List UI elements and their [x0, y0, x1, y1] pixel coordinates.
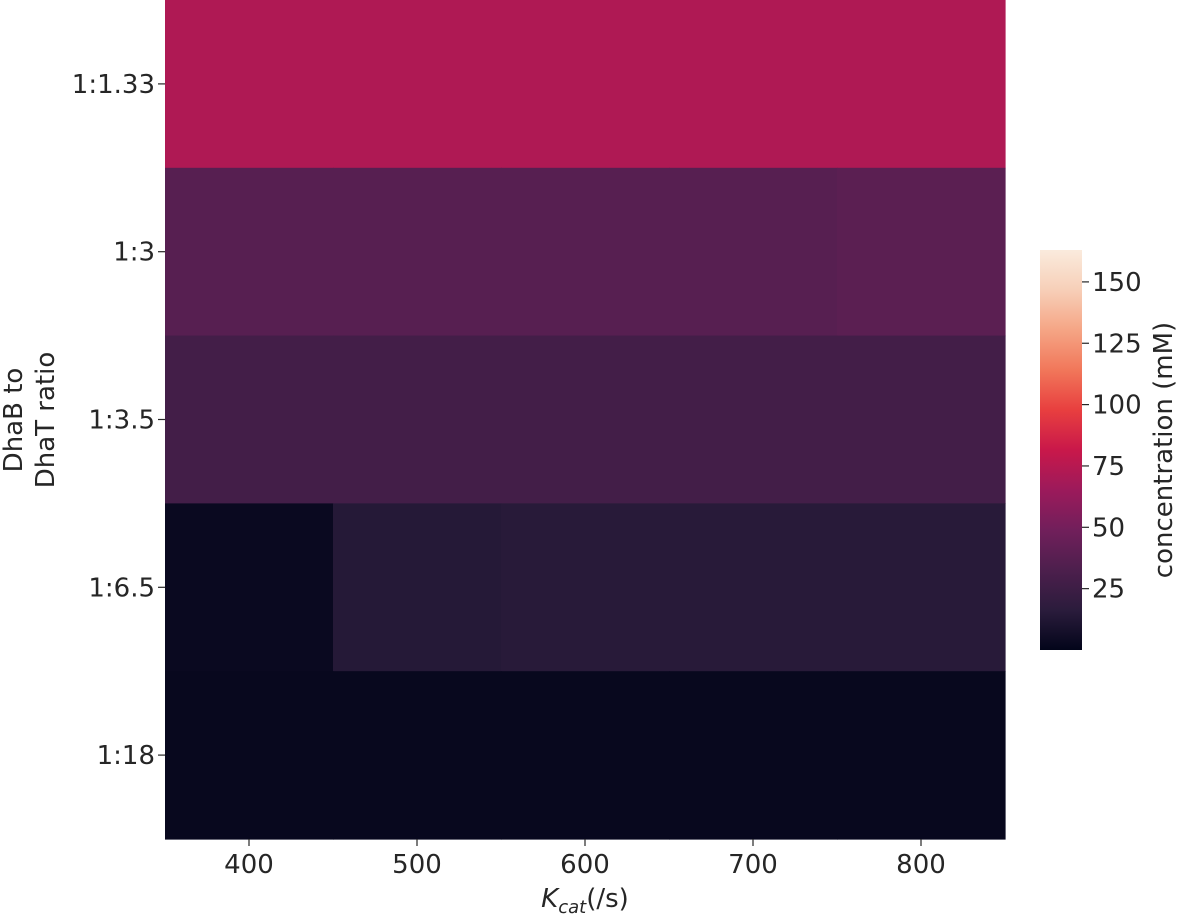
heatmap-cell [837, 671, 1006, 840]
x-axis-label-sub: cat [558, 897, 587, 914]
heatmap-cell [165, 671, 334, 840]
heatmap-cell [837, 167, 1006, 337]
x-axis-label-main: K [541, 884, 560, 914]
y-tick-label: 1:1.33 [72, 70, 155, 100]
colorbar-gradient [1040, 250, 1082, 650]
x-axis-ticks: 400 500 600 700 800 [224, 839, 946, 880]
y-tick-label: 1:18 [97, 741, 155, 771]
x-tick-label: 500 [392, 850, 442, 880]
heatmap-cell [333, 0, 502, 169]
heatmap-cell [333, 167, 502, 337]
heatmap-cell [669, 0, 838, 169]
heatmap-cell [165, 503, 334, 672]
colorbar-tick-label: 50 [1092, 513, 1125, 543]
heatmap-cell [333, 503, 502, 672]
heatmap-cell [837, 335, 1006, 504]
y-axis-ticks: 1:1.33 1:3 1:3.5 1:6.5 1:18 [72, 70, 165, 771]
heatmap-cell [669, 503, 838, 672]
heatmap-cell [501, 503, 670, 672]
x-axis-label-suffix: (/s) [586, 884, 629, 914]
colorbar: 25 50 75 100 125 150 concentration (mM) [1040, 250, 1178, 650]
y-tick-label: 1:6.5 [88, 573, 155, 603]
colorbar-tick-label: 25 [1092, 575, 1125, 605]
x-tick-label: 600 [560, 850, 610, 880]
x-tick-label: 400 [224, 850, 274, 880]
heatmap-cell [837, 503, 1006, 672]
x-tick-label: 700 [728, 850, 778, 880]
colorbar-label: concentration (mM) [1149, 322, 1178, 578]
heatmap-cell [501, 335, 670, 504]
colorbar-tick-label: 125 [1092, 329, 1142, 359]
heatmap-cell [501, 0, 670, 169]
x-axis-label: Kcat(/s) [541, 884, 629, 914]
heatmap-cells [165, 0, 1006, 840]
colorbar-tick-label: 75 [1092, 452, 1125, 482]
heatmap-cell [837, 0, 1006, 169]
heatmap-cell [501, 167, 670, 337]
y-tick-label: 1:3 [113, 238, 155, 268]
heatmap-cell [669, 335, 838, 504]
heatmap-cell [669, 671, 838, 840]
colorbar-tick-label: 100 [1092, 391, 1142, 421]
colorbar-tick-label: 150 [1092, 268, 1142, 298]
heatmap-cell [501, 671, 670, 840]
y-axis-label-line1: DhaB to [0, 368, 29, 473]
heatmap-cell [333, 671, 502, 840]
heatmap-cell [669, 167, 838, 337]
heatmap-cell [165, 0, 334, 169]
colorbar-ticks: 25 50 75 100 125 150 [1082, 268, 1142, 605]
y-tick-label: 1:3.5 [88, 406, 155, 436]
y-axis-label-line2: DhaT ratio [31, 352, 61, 489]
heatmap-cell [165, 335, 334, 504]
heatmap-cell [165, 167, 334, 337]
heatmap-cell [333, 335, 502, 504]
y-axis-label: DhaB to DhaT ratio [0, 352, 61, 489]
x-tick-label: 800 [896, 850, 946, 880]
